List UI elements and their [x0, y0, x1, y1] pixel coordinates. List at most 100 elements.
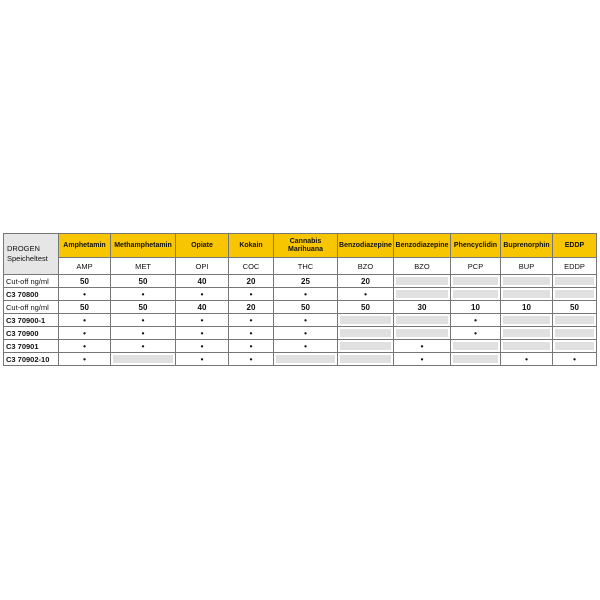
drug-test-table: DROGEN Speicheltest Amphetamin Methampheta… — [3, 233, 597, 366]
included-dot: • — [175, 352, 229, 366]
unavailable-cell — [450, 339, 501, 353]
column-abbreviation: OPI — [175, 257, 229, 275]
included-dot: • — [58, 352, 111, 366]
included-dot: • — [228, 339, 274, 353]
column-header: Opiate — [175, 233, 229, 258]
unavailable-cell — [450, 287, 501, 301]
unavailable-cell — [337, 352, 394, 366]
cutoff-value: 10 — [450, 300, 501, 314]
column-abbreviation: MET — [110, 257, 176, 275]
cutoff-value: 20 — [228, 300, 274, 314]
included-dot: • — [110, 326, 176, 340]
cutoff-value: 20 — [228, 274, 274, 288]
included-dot: • — [450, 313, 501, 327]
included-dot: • — [58, 287, 111, 301]
unavailable-cell — [552, 326, 597, 340]
column-header: Amphetamin — [58, 233, 111, 258]
corner-line2: Speicheltest — [7, 254, 48, 263]
unavailable-cell — [337, 313, 394, 327]
included-dot: • — [58, 313, 111, 327]
unavailable-cell — [450, 352, 501, 366]
table-row: C3 70900 • • • • • • — [3, 326, 597, 340]
included-dot: • — [228, 326, 274, 340]
included-dot: • — [175, 287, 229, 301]
cutoff-value: 50 — [110, 300, 176, 314]
included-dot: • — [175, 326, 229, 340]
unavailable-cell — [393, 326, 451, 340]
included-dot: • — [58, 326, 111, 340]
unavailable-cell — [552, 274, 597, 288]
corner-line1: DROGEN — [7, 244, 40, 253]
included-dot: • — [110, 313, 176, 327]
unavailable-cell — [273, 352, 338, 366]
cutoff-value: 50 — [110, 274, 176, 288]
column-abbreviation: EDDP — [552, 257, 597, 275]
cutoff-value: 30 — [393, 300, 451, 314]
table-row: C3 70900-1 • • • • • • — [3, 313, 597, 327]
column-abbreviation: COC — [228, 257, 274, 275]
column-header: Buprenorphin — [500, 233, 553, 258]
row-label: C3 70901 — [3, 339, 59, 353]
included-dot: • — [393, 339, 451, 353]
column-header: Kokain — [228, 233, 274, 258]
column-header: EDDP — [552, 233, 597, 258]
column-header: Methamphetamin — [110, 233, 176, 258]
row-label: C3 70902-10 — [3, 352, 59, 366]
unavailable-cell — [500, 339, 553, 353]
included-dot: • — [228, 287, 274, 301]
column-header: Benzodiazepine — [337, 233, 394, 258]
included-dot: • — [175, 339, 229, 353]
included-dot: • — [337, 287, 394, 301]
unavailable-cell — [500, 326, 553, 340]
table-row: C3 70902-10 • • • • • • — [3, 352, 597, 366]
column-abbreviation: AMP — [58, 257, 111, 275]
column-abbreviation: BUP — [500, 257, 553, 275]
unavailable-cell — [337, 326, 394, 340]
included-dot: • — [110, 287, 176, 301]
column-abbreviation: PCP — [450, 257, 501, 275]
cutoff-value: 50 — [337, 300, 394, 314]
included-dot: • — [273, 339, 338, 353]
included-dot: • — [228, 352, 274, 366]
unavailable-cell — [500, 274, 553, 288]
unavailable-cell — [393, 274, 451, 288]
unavailable-cell — [552, 339, 597, 353]
row-label: C3 70900-1 — [3, 313, 59, 327]
unavailable-cell — [393, 313, 451, 327]
cutoff-value: 50 — [273, 300, 338, 314]
column-header: Benzodiazepine — [393, 233, 451, 258]
included-dot: • — [228, 313, 274, 327]
included-dot: • — [58, 339, 111, 353]
column-abbreviation: BZO — [393, 257, 451, 275]
cutoff-value: 40 — [175, 300, 229, 314]
unavailable-cell — [552, 287, 597, 301]
cutoff-value: 40 — [175, 274, 229, 288]
column-header: Cannabis Marihuana — [273, 233, 338, 258]
cutoff-value: 50 — [58, 274, 111, 288]
unavailable-cell — [450, 274, 501, 288]
corner-cell: DROGEN Speicheltest — [3, 233, 59, 275]
cutoff-value: 50 — [552, 300, 597, 314]
column-header: Phencyclidin — [450, 233, 501, 258]
column-abbreviation: THC — [273, 257, 338, 275]
included-dot: • — [273, 287, 338, 301]
included-dot: • — [273, 313, 338, 327]
row-label: C3 70800 — [3, 287, 59, 301]
row-label: C3 70900 — [3, 326, 59, 340]
table-row: C3 70800 • • • • • • — [3, 287, 597, 301]
included-dot: • — [110, 339, 176, 353]
unavailable-cell — [393, 287, 451, 301]
table-row: Cut-off ng/ml 50 50 40 20 50 50 30 10 10 50 — [3, 300, 597, 314]
unavailable-cell — [500, 287, 553, 301]
included-dot: • — [273, 326, 338, 340]
included-dot: • — [450, 326, 501, 340]
table-row: C3 70901 • • • • • • — [3, 339, 597, 353]
unavailable-cell — [337, 339, 394, 353]
column-abbreviation: BZO — [337, 257, 394, 275]
cutoff-value: 10 — [500, 300, 553, 314]
included-dot: • — [175, 313, 229, 327]
unavailable-cell — [110, 352, 176, 366]
cutoff-value: 20 — [337, 274, 394, 288]
included-dot: • — [552, 352, 597, 366]
table-row: Cut-off ng/ml 50 50 40 20 25 20 — [3, 274, 597, 288]
